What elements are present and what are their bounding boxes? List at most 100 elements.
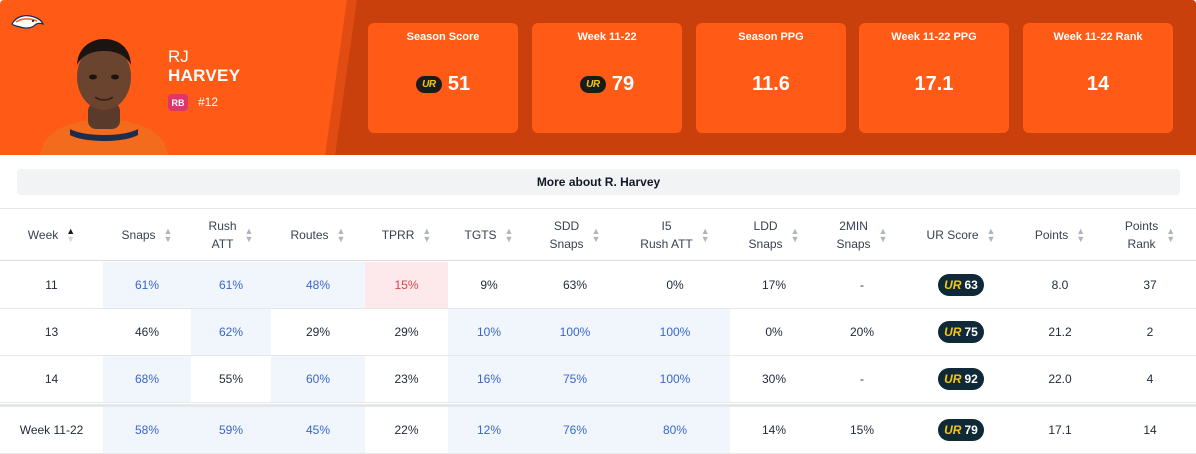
column-header-tgts[interactable]: TGTS ▲ ▼ <box>448 209 530 261</box>
cell-points: 17.1 <box>1048 423 1072 437</box>
cell-points: 21.2 <box>1048 325 1072 339</box>
stat-card-value: 17.1 <box>914 73 954 95</box>
column-header-label: I5 Rush ATT <box>640 219 693 251</box>
stat-card-value: UR 51 <box>368 73 518 96</box>
column-header-tprr[interactable]: TPRR ▲ ▼ <box>365 209 448 261</box>
jersey-number: #12 <box>198 95 219 109</box>
sort-arrows-icon[interactable]: ▲ ▼ <box>878 226 888 244</box>
cell-week: 13 <box>44 325 59 339</box>
column-header-i5-rush-att[interactable]: I5 Rush ATT ▲ ▼ <box>620 209 730 261</box>
ur-logo-icon: UR <box>579 76 606 93</box>
column-header-2min-snaps[interactable]: 2MIN Snaps ▲ ▼ <box>818 209 906 261</box>
cell-ldd-snaps: 30% <box>761 372 787 386</box>
sort-arrows-icon[interactable]: ▲ ▼ <box>1166 226 1176 244</box>
sort-arrows-icon[interactable]: ▲ ▼ <box>1076 226 1086 244</box>
cell-points-rank: 14 <box>1143 423 1157 437</box>
cell-week: Week 11-22 <box>19 423 84 437</box>
cell-points: 22.0 <box>1048 372 1072 386</box>
sort-arrows-icon[interactable]: ▲ ▼ <box>986 226 996 244</box>
more-about-button[interactable]: More about R. Harvey <box>17 169 1180 195</box>
column-header-label: Points <box>1034 228 1069 242</box>
stat-card-label: Week 11-22 PPG <box>891 31 977 43</box>
ur-score-badge: UR 75 <box>938 321 984 343</box>
cell-rush-att: 55% <box>218 372 244 386</box>
cell-rush-att: 61% <box>191 262 271 308</box>
table-total-row: Week 11-22 58% 59% 45% 22% 12% 76% 80% 14% 15% UR 7… <box>0 404 1196 454</box>
cell-tprr: 29% <box>394 325 419 339</box>
cell-sdd-snaps: 100% <box>530 309 620 355</box>
stat-card-week-rank: Week 11-22 Rank 14 <box>1023 23 1173 133</box>
cell-routes: 48% <box>271 262 365 308</box>
cell-snaps: 46% <box>134 325 160 339</box>
stat-card-value: 11.6 <box>752 73 790 95</box>
column-header-points-rank[interactable]: Points Rank ▲ ▼ <box>1104 209 1196 261</box>
column-header-label: Rush ATT <box>208 219 237 251</box>
sort-arrows-icon[interactable]: ▲ ▼ <box>66 226 76 244</box>
stat-card-label: Week 11-22 Rank <box>1053 31 1143 43</box>
ur-score-badge: UR 63 <box>938 274 984 296</box>
sort-arrows-icon[interactable]: ▲ ▼ <box>422 226 432 244</box>
cell-snaps: 61% <box>103 262 191 308</box>
column-header-week[interactable]: Week ▲ ▼ <box>0 209 103 261</box>
cell-routes: 60% <box>271 356 365 402</box>
cell-ur-score: UR 75 <box>906 309 1016 355</box>
cell-i5-rush-att: 100% <box>620 309 730 355</box>
cell-week: 14 <box>44 372 59 386</box>
table-row: 11 61% 61% 48% 15% 9% 63% 0% 17% - UR 63 8.0 37 <box>0 262 1196 309</box>
column-header-label: 2MIN Snaps <box>836 219 871 251</box>
cell-snaps: 68% <box>103 356 191 402</box>
cell-rush-att: 62% <box>191 309 271 355</box>
cell-tgts: 10% <box>448 309 530 355</box>
column-header-label: Points Rank <box>1124 219 1159 251</box>
column-header-label: SDD Snaps <box>549 219 584 251</box>
player-headshot <box>40 39 168 155</box>
column-header-sdd-snaps[interactable]: SDD Snaps ▲ ▼ <box>530 209 620 261</box>
cell-rush-att: 59% <box>191 407 271 453</box>
column-header-snaps[interactable]: Snaps ▲ ▼ <box>103 209 191 261</box>
ur-logo-icon: UR <box>944 278 962 292</box>
column-header-label: TGTS <box>464 228 497 242</box>
position-badge: RB <box>168 94 188 111</box>
cell-i5-rush-att: 80% <box>620 407 730 453</box>
sort-arrows-icon[interactable]: ▲ ▼ <box>163 226 173 244</box>
column-header-rush-att[interactable]: Rush ATT ▲ ▼ <box>191 209 271 261</box>
ur-score-badge: UR 79 <box>938 419 984 441</box>
column-header-routes[interactable]: Routes ▲ ▼ <box>271 209 365 261</box>
stat-card-season-score: Season Score UR 51 <box>368 23 518 133</box>
column-header-label: TPRR <box>381 228 415 242</box>
cell-ur-score: UR 63 <box>906 262 1016 308</box>
column-header-label: Week <box>27 228 59 242</box>
team-logo-icon <box>11 15 44 29</box>
cell-tprr: 23% <box>394 372 419 386</box>
column-header-ldd-snaps[interactable]: LDD Snaps ▲ ▼ <box>730 209 818 261</box>
cell-sdd-snaps: 63% <box>562 278 588 292</box>
cell-i5-rush-att: 0% <box>666 278 684 292</box>
cell-sdd-snaps: 76% <box>530 407 620 453</box>
sort-arrows-icon[interactable]: ▲ ▼ <box>244 226 254 244</box>
cell-snaps: 58% <box>103 407 191 453</box>
ur-logo-icon: UR <box>415 76 442 93</box>
cell-ldd-snaps: 14% <box>761 423 787 437</box>
cell-2min-snaps: 15% <box>849 423 875 437</box>
sort-arrows-icon[interactable]: ▲ ▼ <box>336 226 346 244</box>
column-header-label: LDD Snaps <box>748 219 783 251</box>
cell-points-rank: 2 <box>1146 325 1154 339</box>
stat-card-season-ppg: Season PPG 11.6 <box>696 23 846 133</box>
ur-logo-icon: UR <box>944 423 962 437</box>
sort-arrows-icon[interactable]: ▲ ▼ <box>700 226 710 244</box>
cell-tgts: 16% <box>448 356 530 402</box>
stat-card-label: Week 11-22 <box>577 31 637 43</box>
ur-logo-icon: UR <box>944 325 962 339</box>
stat-card-label: Season PPG <box>738 31 804 43</box>
column-header-points[interactable]: Points ▲ ▼ <box>1016 209 1104 261</box>
column-header-label: UR Score <box>926 228 979 242</box>
cell-points-rank: 4 <box>1146 372 1154 386</box>
column-header-ur-score[interactable]: UR Score ▲ ▼ <box>906 209 1016 261</box>
sort-arrows-icon[interactable]: ▲ ▼ <box>504 226 514 244</box>
stats-table-header: Week ▲ ▼ Snaps ▲ ▼ Rush ATT ▲ ▼ Routes ▲ ▼ TPRR ▲ ▼ TGTS… <box>0 209 1196 261</box>
cell-points-rank: 37 <box>1143 278 1157 292</box>
sort-arrows-icon[interactable]: ▲ ▼ <box>591 226 601 244</box>
cell-i5-rush-att: 100% <box>620 356 730 402</box>
stat-card-week-ppg: Week 11-22 PPG 17.1 <box>859 23 1009 133</box>
sort-arrows-icon[interactable]: ▲ ▼ <box>790 226 800 244</box>
